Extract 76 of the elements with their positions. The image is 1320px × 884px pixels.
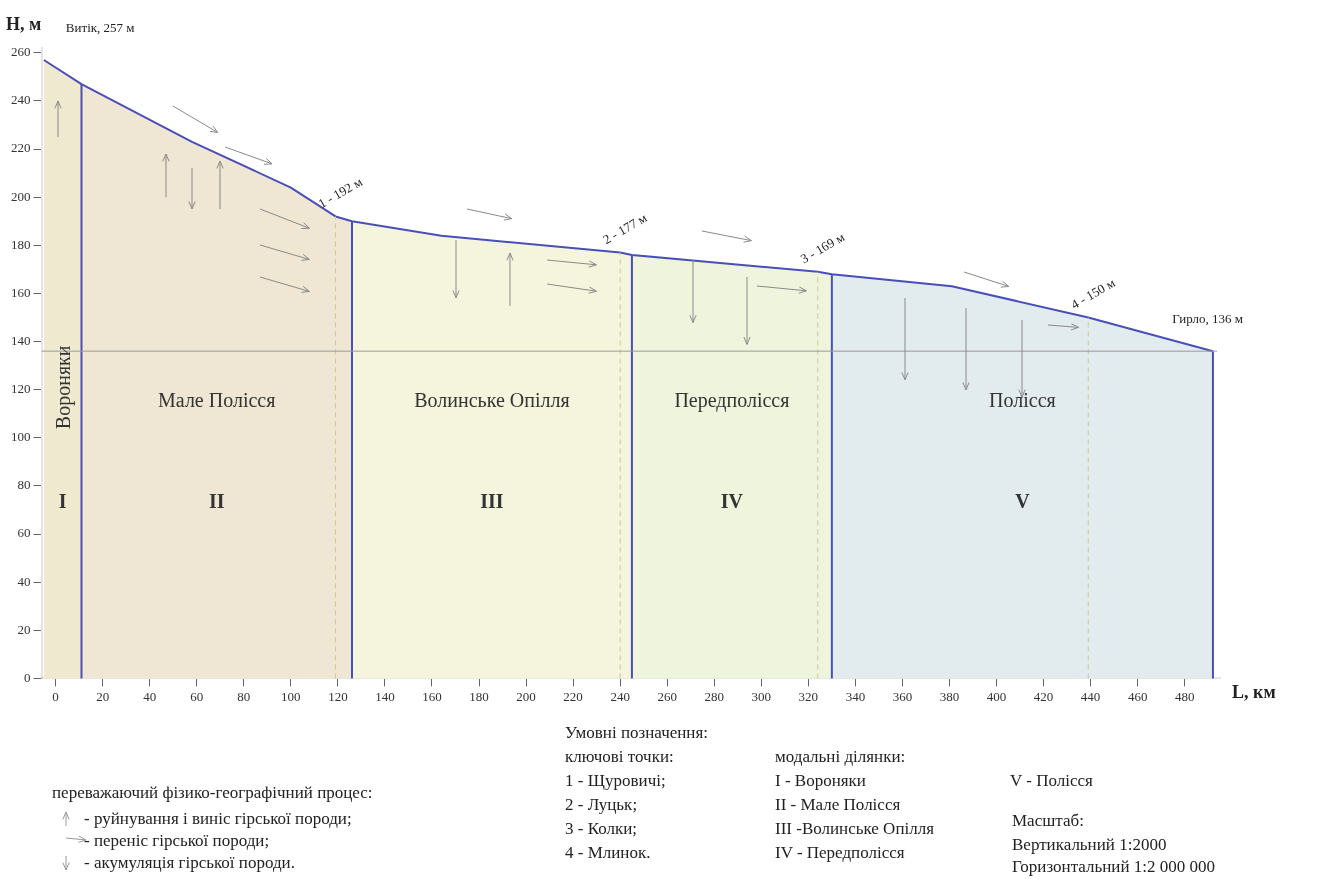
y-tick-label: 260 [11,44,31,60]
x-tick-label: 140 [375,688,395,704]
x-tick-label: 340 [845,688,866,704]
x-tick-label: 100 [281,688,301,704]
text: III -Волинське Опілля [775,819,935,839]
x-tick-label: 200 [516,688,536,704]
y-tick-label: 40 [17,573,31,589]
annotation: III [480,490,504,513]
y-tick-label: 200 [11,188,31,204]
text: II - Мале Полісся [775,795,901,815]
y-tick-label: 120 [11,381,31,397]
x-tick-label: 420 [1033,688,1054,704]
text: - руйнування і виніс гірської породи; [84,809,352,829]
x-tick-label: 300 [751,688,772,704]
text: 1 - Щуровичі; [565,771,666,791]
annotation: Гирло, 136 м [1172,311,1243,327]
annotation: 2 - 177 м [600,210,650,248]
text: IV - Передполісся [775,843,905,863]
x-tick-label: 460 [1127,688,1148,704]
x-tick-label: 80 [237,688,251,704]
x-tick-label: 380 [939,688,960,704]
y-tick-label: 60 [17,525,31,541]
y-tick-label: 160 [11,284,31,300]
y-tick-label: 140 [11,332,31,348]
y-tick-label: 240 [11,92,31,108]
text: 4 - Млинок. [565,843,651,863]
x-tick-label: 160 [422,688,442,704]
x-tick-label: 480 [1174,688,1195,704]
x-axis-title: L, км [1232,682,1276,703]
text: - акумуляція гірської породи. [84,853,295,873]
y-tick-label: 100 [11,429,31,445]
x-tick-label: 240 [610,688,630,704]
annotation: I [58,490,67,513]
x-tick-label: 120 [328,688,348,704]
y-tick-label: 180 [11,236,31,252]
text: I - Вороняки [775,771,866,791]
text: - переніс гірської породи; [84,831,270,851]
annotation: 4 - 150 м [1068,274,1118,313]
text: переважаючий фізико-географічний процес: [52,783,373,803]
series-label: Волинське Опілля [414,389,570,412]
text: V - Полісся [1010,771,1093,791]
text: Умовні позначення: [565,723,709,743]
y-tick-label: 220 [11,140,31,156]
text: 3 - Колки; [565,819,637,839]
x-tick-label: 400 [986,688,1007,704]
annotation: V [1015,490,1031,513]
x-tick-label: 440 [1080,688,1101,704]
x-tick-label: 320 [798,688,819,704]
x-tick-label: 280 [704,688,725,704]
annotation: 3 - 169 м [797,229,848,267]
x-tick-label: 60 [190,688,204,704]
y-axis-title: H, м [6,14,42,34]
series-label: Передполісся [674,389,790,413]
y-tick-label: 80 [17,477,31,493]
text: 2 - Луцьк; [565,795,638,815]
series-label: Полісся [989,389,1056,412]
text: Вертикальний 1:2000 [1012,835,1167,855]
text: Масштаб: [1012,811,1084,831]
text: модальні ділянки: [775,747,906,767]
x-tick-label: 220 [563,688,583,704]
x-tick-label: 0 [52,688,59,704]
text: ключові точки: [565,747,674,767]
text: Горизонтальний 1:2 000 000 [1012,857,1215,877]
series-label: Мале Полісся [158,389,276,412]
x-tick-label: 20 [96,688,110,704]
annotation: 1 - 192 м [315,173,365,212]
y-tick-label: 20 [17,621,31,637]
x-tick-label: 180 [469,688,489,704]
annotation: IV [720,490,744,513]
annotation: II [208,490,225,513]
y-tick-label: 0 [24,669,31,685]
x-tick-label: 260 [657,688,677,704]
annotation: Витік, 257 м [65,20,135,36]
series-label: Вороняки [51,345,75,430]
x-tick-label: 360 [892,688,913,704]
x-tick-label: 40 [143,688,157,704]
